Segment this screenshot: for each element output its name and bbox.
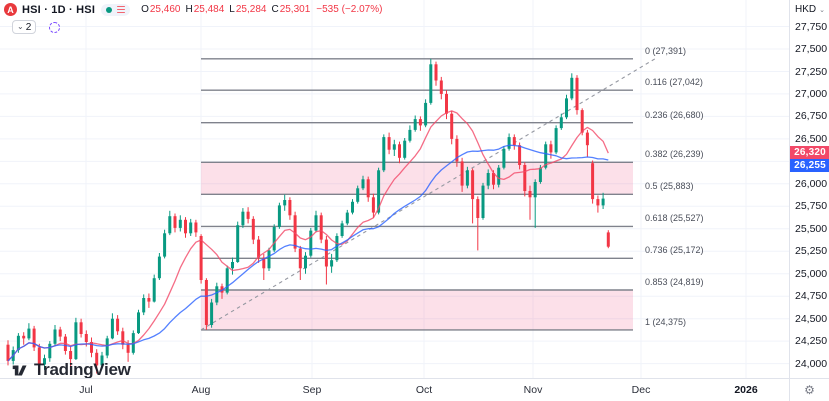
- price-tick-label: 25,750: [795, 200, 828, 213]
- price-tick-label: 27,000: [795, 87, 828, 100]
- currency-selector[interactable]: HKD ⌄: [795, 4, 825, 15]
- price-tick-label: 26,500: [795, 132, 828, 145]
- tradingview-watermark[interactable]: TradingView: [12, 360, 131, 380]
- time-axis[interactable]: Jul Aug Sep Oct Nov Dec 2026: [0, 378, 790, 401]
- close-label: C: [271, 4, 279, 15]
- open-value: 25,460: [149, 4, 181, 15]
- symbol-title[interactable]: HSI · 1D · HSI: [22, 3, 96, 16]
- high-label: H: [185, 4, 193, 15]
- month-label: Nov: [523, 384, 543, 396]
- currency-label: HKD: [795, 4, 817, 15]
- price-tick-label: 25,250: [795, 245, 828, 258]
- change-lines-icon: [117, 5, 126, 14]
- tradingview-watermark-text: TradingView: [34, 360, 131, 379]
- month-label: Sep: [302, 384, 322, 396]
- market-status-dot-icon: [106, 6, 113, 13]
- price-tick-label: 24,750: [795, 290, 828, 303]
- price-tick-label: 25,500: [795, 222, 828, 235]
- price-tick-label: 27,250: [795, 65, 828, 78]
- low-value: 25,284: [235, 4, 267, 15]
- price-tick-label: 26,000: [795, 177, 828, 190]
- indicator-count-value: 2: [25, 21, 32, 33]
- price-tick-label: 26,750: [795, 110, 828, 123]
- month-label: Jul: [79, 384, 93, 396]
- close-value: 25,301: [279, 4, 311, 15]
- axis-corner: ⚙: [789, 378, 829, 401]
- loading-circle-icon[interactable]: [49, 21, 61, 33]
- price-axis[interactable]: HKD ⌄ 27,750 27,500 27,250 27,000 26,750 26,5…: [789, 0, 829, 378]
- ma-value-badge: 26,320: [790, 146, 829, 159]
- year-label: 2026: [734, 384, 758, 396]
- symbol-logo-letter: A: [7, 4, 14, 15]
- change-value: −535 (−2.07%): [316, 4, 383, 15]
- ma-value-badge: 26,255: [790, 159, 829, 172]
- ohlc-readout: O 25,460 H 25,484 L 25,284 C 25,301 −535 (−2…: [136, 4, 382, 15]
- chevron-down-icon: ⌄: [17, 22, 24, 31]
- price-tick-label: 25,000: [795, 267, 828, 280]
- symbol-status-pill[interactable]: [101, 3, 131, 16]
- price-tick-label: 24,000: [795, 357, 828, 370]
- chevron-down-icon: ⌄: [819, 6, 825, 14]
- gear-icon[interactable]: ⚙: [804, 383, 815, 397]
- month-label: Oct: [415, 384, 433, 396]
- low-label: L: [229, 4, 235, 15]
- open-label: O: [141, 4, 149, 15]
- month-label: Dec: [631, 384, 651, 396]
- month-label: Aug: [191, 384, 211, 396]
- chart-plot-area[interactable]: [0, 0, 790, 378]
- price-tick-label: 27,500: [795, 43, 828, 55]
- high-value: 25,484: [193, 4, 225, 15]
- indicator-count-button[interactable]: ⌄ 2: [12, 20, 37, 34]
- price-tick-label: 27,750: [795, 20, 828, 33]
- tradingview-logo-icon: [12, 365, 27, 375]
- symbol-logo-icon: A: [4, 3, 17, 16]
- price-tick-label: 24,500: [795, 312, 828, 325]
- chart-legend: A HSI · 1D · HSI O 25,460 H 25,484 L 25,284…: [4, 2, 382, 34]
- price-tick-label: 24,250: [795, 335, 828, 348]
